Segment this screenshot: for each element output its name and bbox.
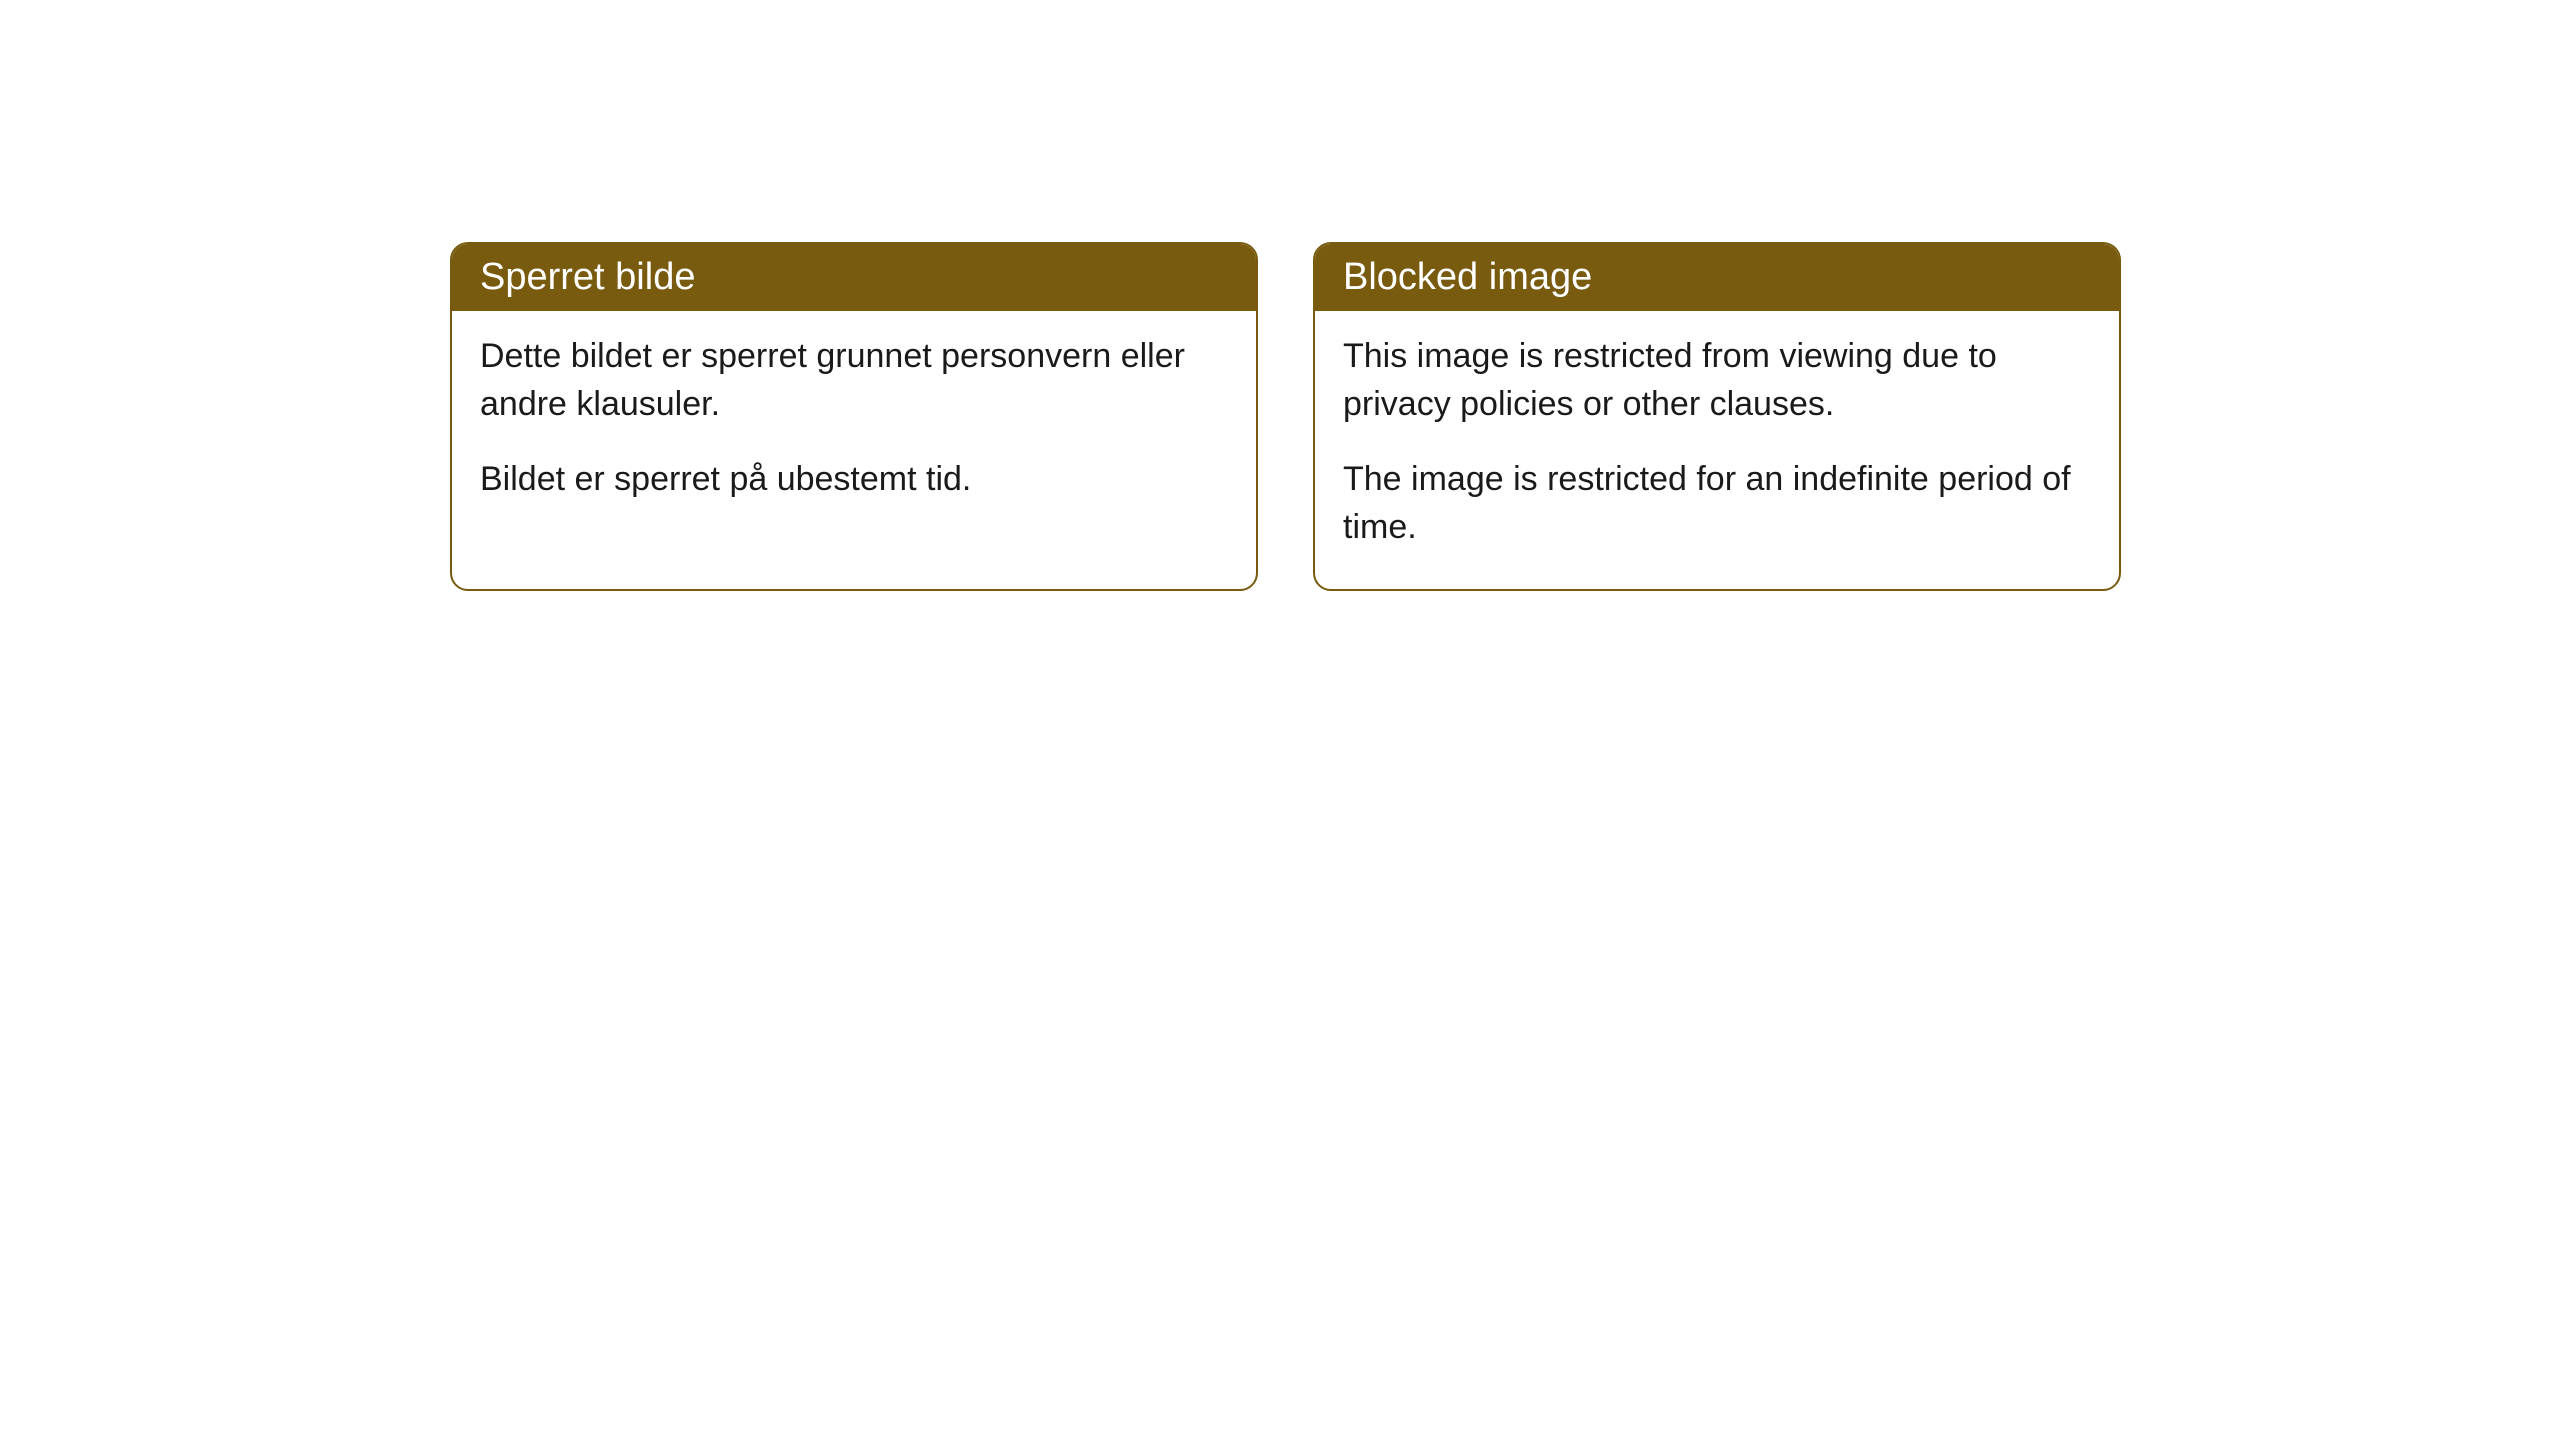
card-body: This image is restricted from viewing du… xyxy=(1315,311,2119,589)
card-paragraph: This image is restricted from viewing du… xyxy=(1343,333,2091,428)
card-title: Blocked image xyxy=(1343,256,1592,298)
card-paragraph: The image is restricted for an indefinit… xyxy=(1343,456,2091,551)
card-paragraph: Dette bildet er sperret grunnet personve… xyxy=(480,333,1228,428)
card-title: Sperret bilde xyxy=(480,256,695,298)
card-header: Sperret bilde xyxy=(452,244,1256,311)
notice-card-norwegian: Sperret bilde Dette bildet er sperret gr… xyxy=(450,242,1258,591)
card-paragraph: Bildet er sperret på ubestemt tid. xyxy=(480,456,1228,504)
card-header: Blocked image xyxy=(1315,244,2119,311)
card-body: Dette bildet er sperret grunnet personve… xyxy=(452,311,1256,542)
notice-container: Sperret bilde Dette bildet er sperret gr… xyxy=(450,242,2121,591)
notice-card-english: Blocked image This image is restricted f… xyxy=(1313,242,2121,591)
